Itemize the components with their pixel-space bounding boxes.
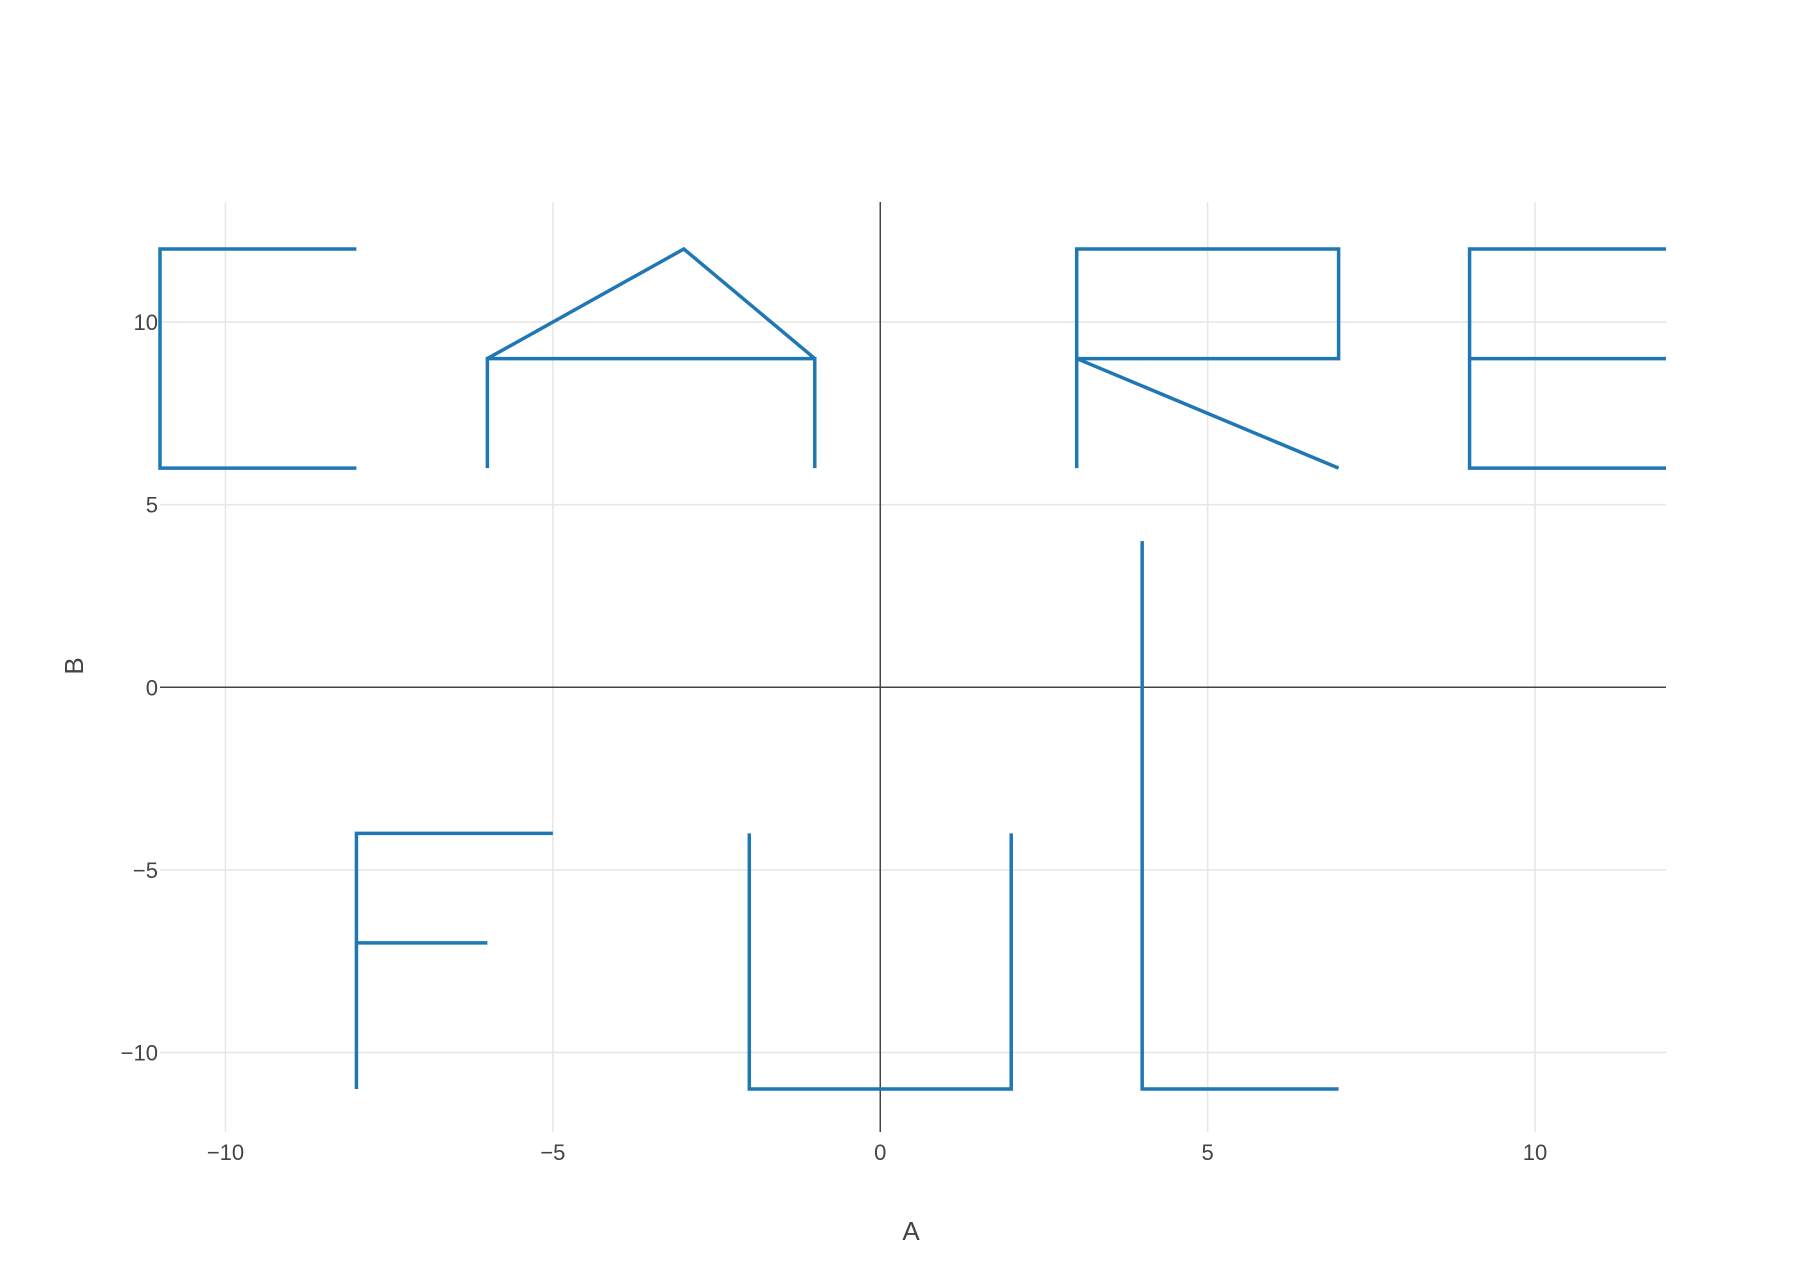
x-tick-label: 0 [874,1140,886,1165]
x-axis-title: A [902,1216,920,1246]
y-axis-title: B [59,657,89,674]
y-tick-label: 10 [134,310,158,335]
x-tick-label: −5 [540,1140,565,1165]
grid-layer [160,202,1666,1132]
y-tick-label: 5 [146,493,158,518]
x-tick-label: 10 [1523,1140,1547,1165]
x-tick-label: −10 [207,1140,244,1165]
x-axis-ticks: −10 −5 0 5 10 [207,1140,1547,1165]
y-tick-label: 0 [146,675,158,700]
y-tick-label: −5 [133,858,158,883]
series-layer [158,246,1666,1091]
y-axis-ticks: −10 −5 0 5 10 [121,310,158,1065]
series-line-0 [158,246,1666,1091]
zero-lines [160,202,1666,1132]
y-tick-label: −10 [121,1040,158,1065]
x-tick-label: 5 [1202,1140,1214,1165]
